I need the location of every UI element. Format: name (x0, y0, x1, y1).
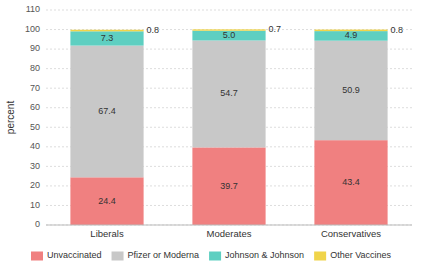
y-axis-label: percent (5, 101, 16, 135)
bar (70, 46, 143, 178)
y-tick-label: 90 (30, 43, 40, 53)
x-tick-label: Conservatives (321, 228, 381, 239)
bar (192, 147, 265, 225)
y-tick-label: 30 (30, 161, 40, 171)
bar (70, 177, 143, 225)
y-tick-label: 0 (35, 219, 40, 229)
bars (70, 29, 387, 225)
y-tick-label: 20 (30, 180, 40, 190)
y-tick-label: 60 (30, 102, 40, 112)
legend-item: Johnson & Johnson (209, 250, 304, 260)
x-tick-label: Moderates (207, 228, 252, 239)
y-tick-label: 10 (30, 200, 40, 210)
y-tick-label: 110 (26, 4, 40, 14)
grid-line (46, 225, 412, 226)
legend-swatch (31, 252, 43, 261)
data-label: 7.3 (101, 33, 114, 43)
data-label: 39.7 (220, 181, 238, 191)
x-tick-label: Liberals (90, 228, 124, 239)
legend-item: Unvaccinated (31, 250, 102, 260)
legend-item: Pfizer or Moderna (112, 250, 200, 260)
bar (70, 31, 143, 45)
bar (314, 31, 387, 41)
bar (70, 30, 143, 32)
bar (314, 41, 387, 140)
data-label: 67.4 (98, 106, 116, 116)
legend-swatch (209, 252, 221, 261)
y-tick-label: 40 (30, 141, 40, 151)
legend-swatch (112, 252, 124, 261)
y-tick-label: 70 (30, 83, 40, 93)
data-label: 0.8 (147, 25, 160, 35)
legend-label: Pfizer or Moderna (128, 250, 200, 260)
grid-line (46, 10, 412, 11)
legend-swatch (314, 252, 326, 261)
legend-label: Other Vaccines (330, 250, 391, 260)
bar (314, 140, 387, 225)
legend-label: Unvaccinated (47, 250, 102, 260)
data-label: 43.4 (342, 177, 360, 187)
data-labels: 24.4 39.7 43.4 67.4 54.7 50.9 7.3 5.0 4.9 0.8 0.7 0… (98, 24, 403, 205)
data-label: 24.4 (98, 196, 116, 206)
data-label: 4.9 (345, 30, 358, 40)
bar (192, 40, 265, 147)
y-tick-label: 100 (25, 24, 40, 34)
x-axis-line (46, 225, 412, 226)
bar (192, 31, 265, 41)
legend: Unvaccinated Pfizer or Moderna Johnson & J… (31, 250, 392, 260)
data-label: 0.7 (269, 24, 282, 34)
y-tick-label: 50 (30, 122, 40, 132)
y-tick-label: 80 (30, 63, 40, 73)
legend-label: Johnson & Johnson (225, 250, 304, 260)
grid (46, 10, 412, 225)
data-label: 54.7 (220, 88, 238, 98)
chart-svg: 0 10 20 30 40 50 60 70 80 90 100 110 percent 24.4 39.7… (0, 0, 422, 267)
legend-item: Other Vaccines (314, 250, 391, 260)
data-label: 0.8 (391, 25, 404, 35)
data-label: 5.0 (223, 30, 236, 40)
chart-container: 0 10 20 30 40 50 60 70 80 90 100 110 percent 24.4 39.7… (0, 0, 422, 267)
data-label: 50.9 (342, 85, 360, 95)
